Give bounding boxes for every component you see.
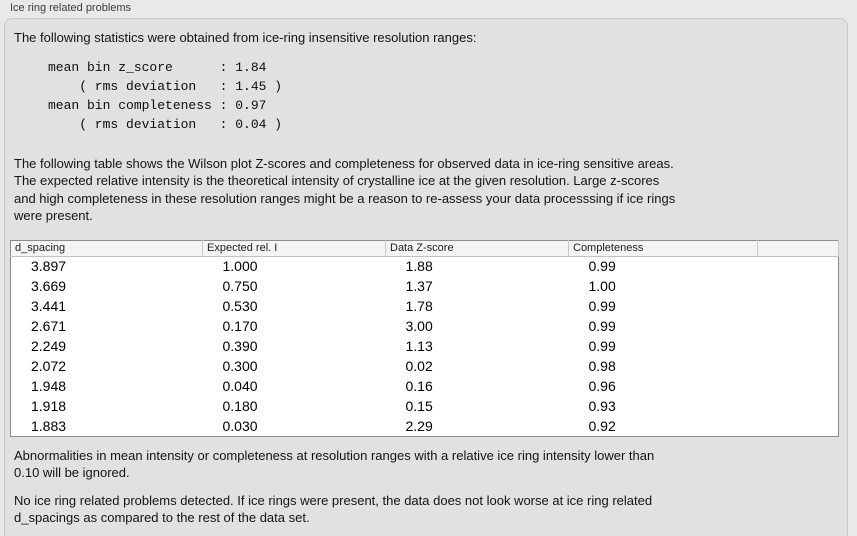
table-cell: 0.15 xyxy=(405,398,433,414)
table-cell: 0.02 xyxy=(405,358,433,374)
table-cell xyxy=(758,376,839,396)
table-cell: 2.249 xyxy=(31,338,67,354)
table-row[interactable]: 3.669 0.750 1.37 1.00 xyxy=(11,276,839,296)
table-description-text: The following table shows the Wilson plo… xyxy=(14,155,676,224)
column-header-expected-rel-i[interactable]: Expected rel. I xyxy=(202,240,386,257)
table-cell: 1.37 xyxy=(405,278,433,294)
table-cell: 0.040 xyxy=(222,378,258,394)
table-cell: 1.918 xyxy=(31,398,67,414)
table-cell: 3.00 xyxy=(405,318,433,334)
table-cell xyxy=(758,396,839,416)
table-cell: 1.78 xyxy=(405,298,433,314)
table-cell xyxy=(758,316,839,336)
table-row[interactable]: 2.249 0.390 1.13 0.99 xyxy=(11,336,839,356)
column-header-data-z-score[interactable]: Data Z-score xyxy=(385,240,569,257)
column-header-completeness[interactable]: Completeness xyxy=(568,240,758,257)
table-cell: 0.93 xyxy=(588,398,616,414)
table-row[interactable]: 3.441 0.530 1.78 0.99 xyxy=(11,296,839,316)
ice-ring-table: d_spacing Expected rel. I Data Z-score C… xyxy=(10,239,839,437)
table-cell: 3.669 xyxy=(31,278,67,294)
table-cell: 1.13 xyxy=(405,338,433,354)
table-cell: 0.750 xyxy=(222,278,258,294)
table-cell: 0.96 xyxy=(588,378,616,394)
conclusion-text: No ice ring related problems detected. I… xyxy=(14,492,653,526)
table-cell: 0.030 xyxy=(222,417,258,434)
table-cell: 0.99 xyxy=(588,258,616,275)
table-cell: 0.92 xyxy=(588,417,616,434)
table-cell: 3.441 xyxy=(31,298,67,314)
table-cell: 1.00 xyxy=(588,278,616,294)
column-header-empty xyxy=(757,240,839,257)
table-cell: 0.390 xyxy=(222,338,258,354)
table-cell: 2.072 xyxy=(31,358,67,374)
table-cell: 0.170 xyxy=(222,318,258,334)
ignore-threshold-note: Abnormalities in mean intensity or compl… xyxy=(14,447,655,481)
bin-statistics-block: mean bin z_score : 1.84 ( rms deviation … xyxy=(48,59,283,132)
group-box-title: Ice ring related problems xyxy=(10,2,132,14)
table-cell: 3.897 xyxy=(31,258,67,275)
table-cell: 0.530 xyxy=(222,298,258,314)
table-row[interactable]: 1.948 0.040 0.16 0.96 xyxy=(11,376,839,396)
table-cell: 1.883 xyxy=(31,417,67,434)
table-row[interactable]: 2.671 0.170 3.00 0.99 xyxy=(11,316,839,336)
table-cell: 0.99 xyxy=(588,298,616,314)
table-cell: 0.180 xyxy=(222,398,258,414)
table-cell: 1.000 xyxy=(222,258,258,275)
table-cell: 0.300 xyxy=(222,358,258,374)
stats-intro-text: The following statistics were obtained f… xyxy=(14,30,477,45)
table-cell: 1.948 xyxy=(31,378,67,394)
table-cell xyxy=(758,336,839,356)
table-header-row: d_spacing Expected rel. I Data Z-score C… xyxy=(10,240,839,257)
table-row[interactable]: 2.072 0.300 0.02 0.98 xyxy=(11,356,839,376)
table-cell: 2.29 xyxy=(405,417,433,434)
table-cell: 0.98 xyxy=(588,358,616,374)
table-cell xyxy=(758,296,839,316)
table-cell: 1.88 xyxy=(405,258,433,275)
table-row[interactable]: 1.883 0.030 2.29 0.92 xyxy=(11,416,839,436)
ice-ring-table-container: d_spacing Expected rel. I Data Z-score C… xyxy=(10,239,839,437)
table-cell xyxy=(758,416,839,436)
table-cell: 0.99 xyxy=(588,318,616,334)
table-cell: 0.16 xyxy=(405,378,433,394)
table-cell: 2.671 xyxy=(31,318,67,334)
column-header-d-spacing[interactable]: d_spacing xyxy=(10,240,203,257)
table-cell xyxy=(758,356,839,376)
table-cell xyxy=(758,276,839,296)
table-row[interactable]: 1.918 0.180 0.15 0.93 xyxy=(11,396,839,416)
table-cell xyxy=(758,256,839,276)
table-cell: 0.99 xyxy=(588,338,616,354)
ice-ring-group-box: The following statistics were obtained f… xyxy=(4,18,848,536)
table-row[interactable]: 3.897 1.000 1.88 0.99 xyxy=(11,256,839,276)
ice-ring-table-body: 3.897 1.000 1.88 0.99 3.669 0.750 1.37 1.00 3.44… xyxy=(11,256,839,436)
